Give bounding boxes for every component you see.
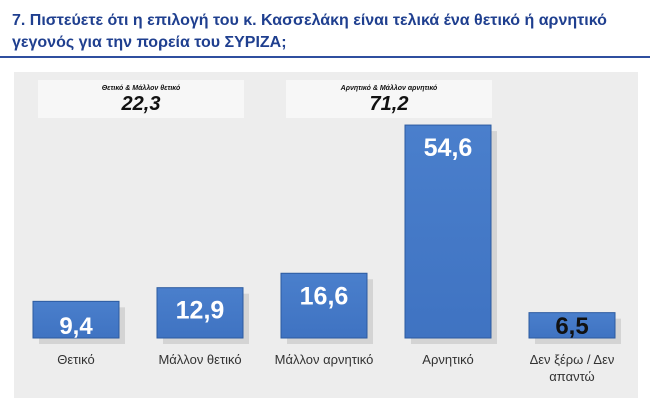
bar-value-label: 54,6 [424,134,473,162]
bar-value-label: 16,6 [300,282,349,310]
bar-2 [280,272,368,339]
question-title: 7. Πιστεύετε ότι η επιλογή του κ. Κασσελ… [12,12,607,51]
category-label: Μάλλον θετικό [158,352,241,367]
positive-summary-label: Θετικό & Μάλλον θετικό [101,85,181,92]
plot-area: Θετικό & Μάλλον θετικό 22,3 Αρνητικό & Μ… [14,72,638,398]
negative-summary-value: 71,2 [369,93,409,115]
bar-value-label: 6,5 [555,313,588,340]
bar-chart: 9,4 Θετικό 12,9 Μάλλον θετικό 16,6 Μάλλον αρν… [32,124,621,384]
positive-summary-box: Θετικό & Μάλλον θετικό 22,3 [38,80,244,118]
bar-4 [528,312,616,339]
category-label: Θετικό [57,352,95,367]
category-label: Δεν ξέρω / Δεν απαντώ [530,352,615,384]
category-label: Μάλλον αρνητικό [275,352,374,367]
bar-1 [156,287,244,339]
bar-value-label: 9,4 [59,313,93,340]
category-label: Αρνητικό [422,352,473,367]
positive-summary-value: 22,3 [121,93,161,115]
negative-summary-box: Αρνητικό & Μάλλον αρνητικό 71,2 [286,80,492,118]
title-divider [0,56,650,58]
negative-summary-label: Αρνητικό & Μάλλον αρνητικό [340,85,438,92]
bar-value-label: 12,9 [176,297,225,325]
bar-0 [32,300,120,339]
bar-3 [404,124,492,339]
